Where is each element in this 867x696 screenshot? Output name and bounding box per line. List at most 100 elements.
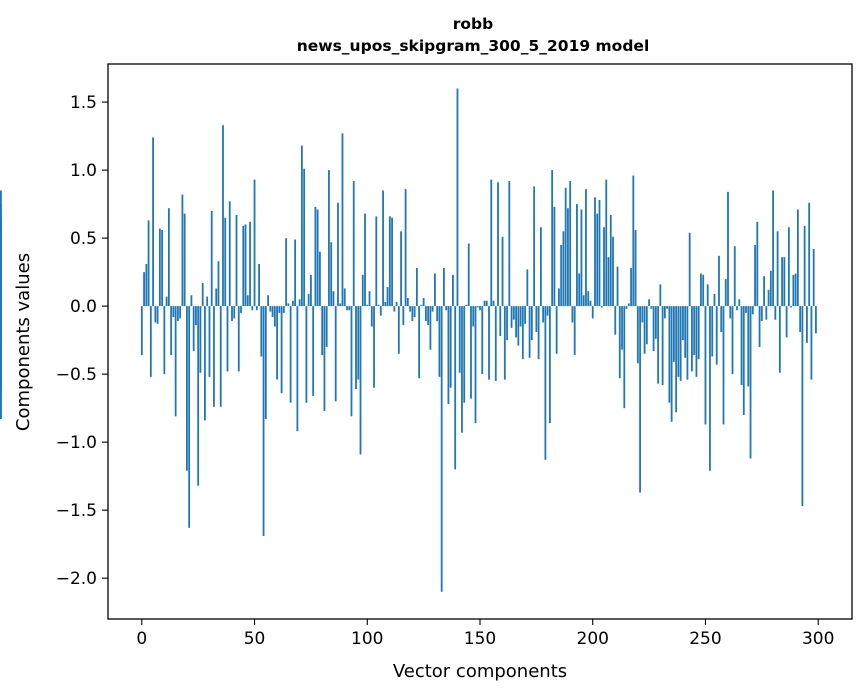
bar [280,306,283,394]
bar [183,213,186,307]
bar [521,306,524,360]
bar [186,306,188,471]
bar [233,306,236,319]
bar [693,306,696,356]
bar [447,306,450,405]
bar [192,306,195,352]
bar [515,306,517,338]
bar [567,208,569,307]
bar [357,306,360,380]
bar [663,306,666,319]
bar [740,306,743,386]
bar [287,303,290,307]
bar [339,303,342,307]
bar [246,295,249,307]
bar [778,306,781,373]
bar [736,306,738,311]
bar [463,306,466,403]
bar [406,297,409,307]
bar [361,274,364,307]
bar [228,201,231,307]
bar [519,306,522,327]
bar [314,206,317,307]
bar [262,306,265,537]
bar [639,306,641,493]
bar [379,306,382,316]
bar [294,239,297,307]
bar [343,288,346,307]
bar [276,306,278,380]
bar [251,306,254,311]
bar [364,213,366,307]
bar [167,208,170,307]
bar [767,289,770,307]
bar [783,257,786,307]
x-tick-label: 150 [464,629,496,649]
bar [397,306,400,354]
bar [510,306,513,328]
bar [373,306,375,388]
bar [769,270,772,307]
x-axis-label: Vector components [393,661,567,682]
bar [418,306,421,379]
bar [645,306,648,345]
bar [700,273,702,307]
bar [321,306,324,356]
bar [643,306,646,354]
bar [641,306,644,323]
bar [530,306,533,341]
bar [386,287,389,307]
bar [337,202,339,307]
bar [346,306,348,311]
bar [271,306,274,318]
x-tick-label: 300 [802,629,834,649]
bar [806,306,808,343]
bar [350,306,353,417]
bar [467,243,470,307]
bar [231,306,233,322]
bar [691,306,693,372]
bar [670,306,673,422]
bar [330,242,333,307]
bar [596,213,599,307]
bar [512,306,515,320]
bar [749,306,752,459]
bar [618,306,621,379]
bar [623,306,626,409]
bar [675,306,678,413]
bar [756,221,759,307]
bar [758,306,761,347]
bar [204,306,206,421]
bar [812,249,815,307]
x-tick-label: 250 [689,629,721,649]
bar [772,190,774,307]
bar [684,306,687,358]
bar [627,303,630,307]
bar [715,306,718,365]
bar [497,182,499,307]
bar [208,306,211,377]
bar [307,293,310,307]
bar [370,306,373,327]
bar [393,306,396,312]
bar [420,304,423,307]
bar [636,306,639,364]
bar [219,306,222,407]
bar [503,306,506,380]
bar [264,306,267,420]
bar [666,306,669,309]
x-tick-label: 0 [136,629,147,649]
bar [289,306,292,403]
bar [210,210,213,307]
bar [501,236,504,307]
bar [535,306,538,332]
bar [325,306,328,347]
chart-subtitle: news_upos_skipgram_300_5_2019 model [297,37,650,55]
bar [152,137,154,307]
bar [718,255,720,307]
y-tick-label: 0.0 [70,297,97,317]
bar [661,306,664,386]
bar [438,306,441,377]
bar [706,284,709,307]
bar [452,274,454,307]
